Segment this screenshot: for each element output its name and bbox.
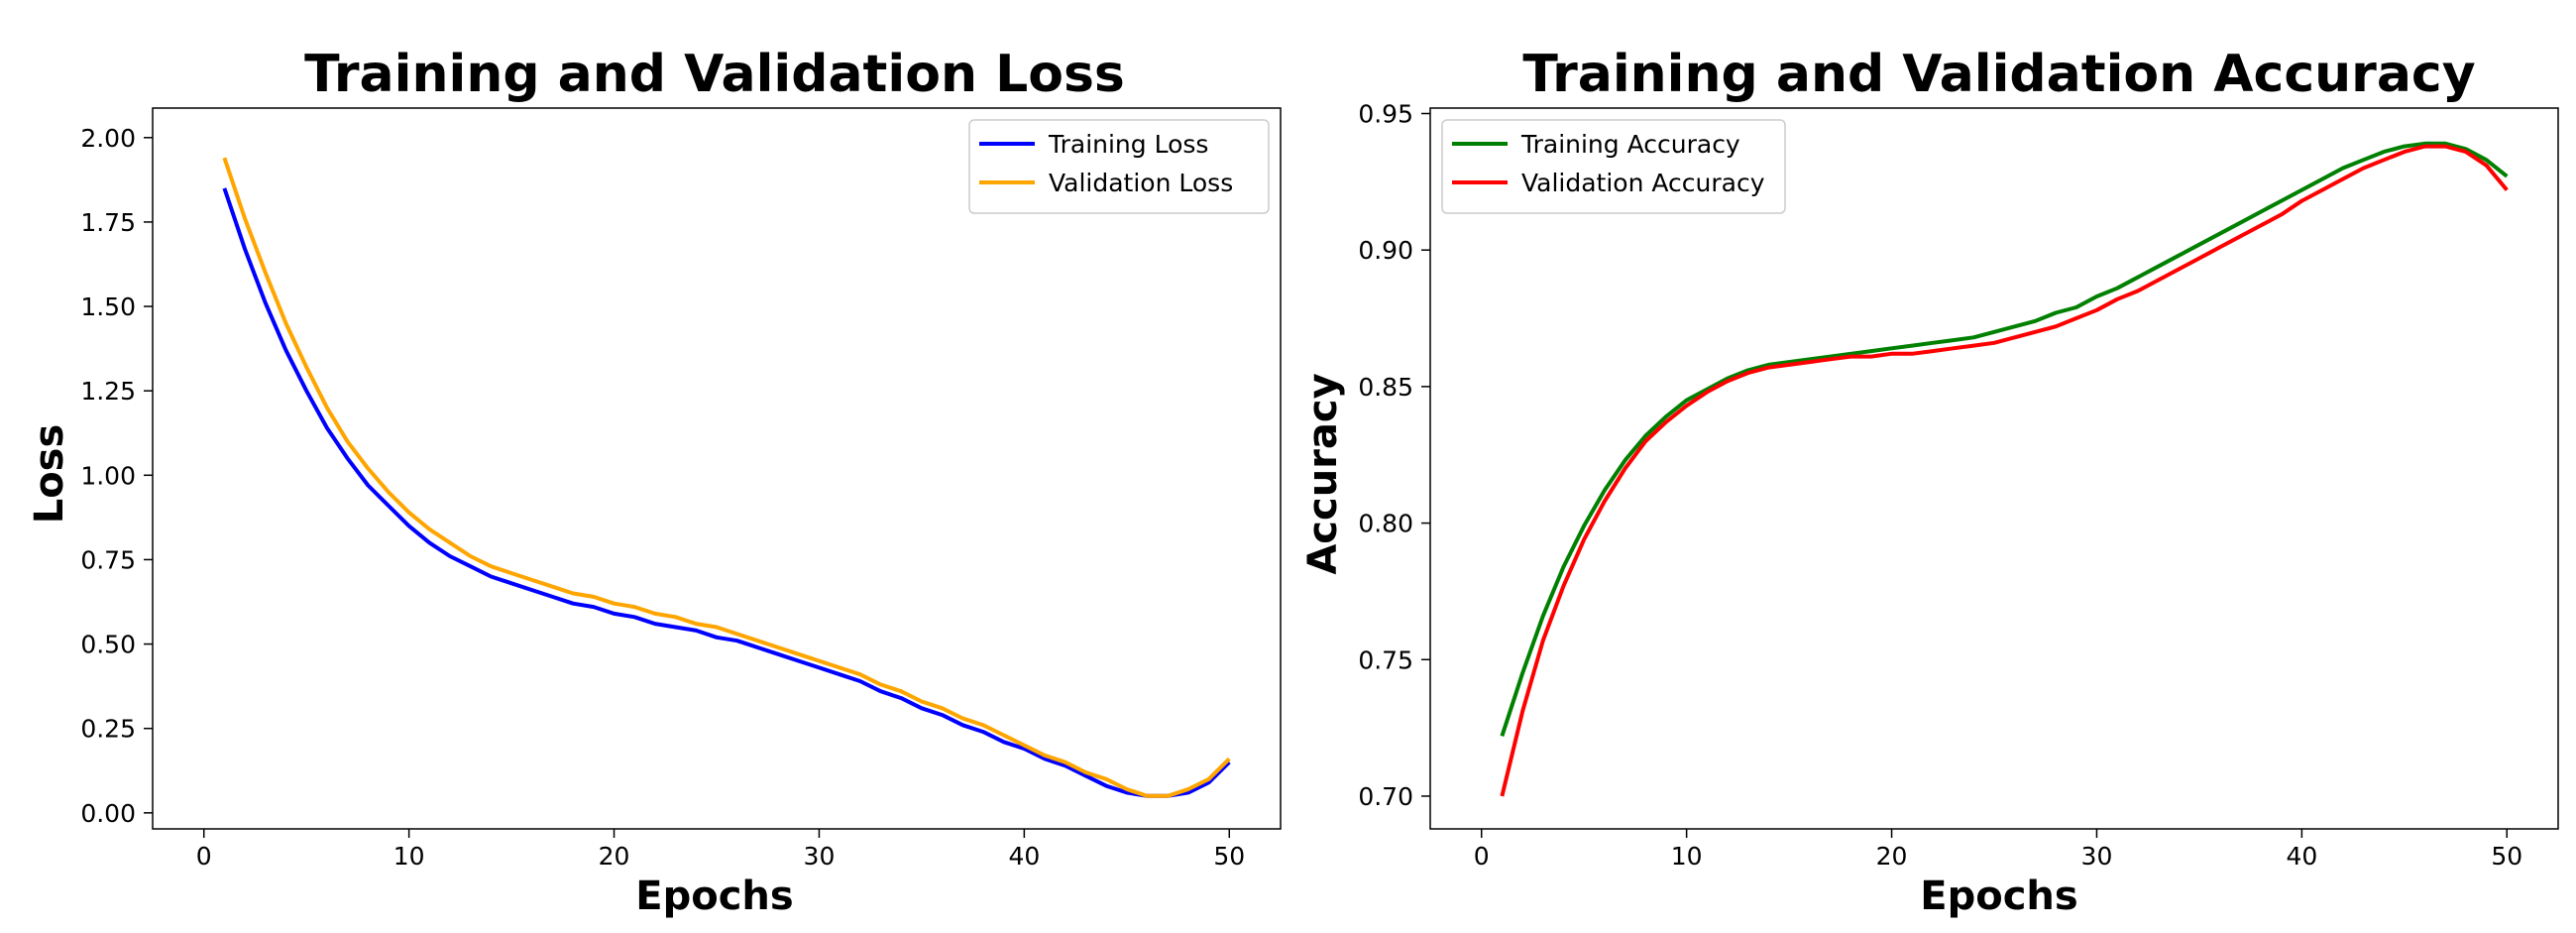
loss-chart-xtick-label: 0 <box>196 842 212 871</box>
accuracy-chart-ylabel: Accuracy <box>1300 373 1346 574</box>
loss-chart-title: Training and Validation Loss <box>304 45 1125 104</box>
accuracy-chart-ticks: 0 10 20 30 40 50 0.70 0.75 0.80 0.85 0.90 0.95 <box>1358 100 2522 871</box>
accuracy-chart-series-validation-accuracy-line <box>1500 144 2509 797</box>
accuracy-chart-lines <box>1500 141 2509 797</box>
accuracy-chart: Training and Validation Accuracy Epochs … <box>1300 45 2559 919</box>
accuracy-chart-legend-box <box>1441 119 1786 214</box>
accuracy-chart-title: Training and Validation Accuracy <box>1522 45 2475 104</box>
loss-chart-xtick-label: 40 <box>1008 842 1040 871</box>
loss-chart-series-training-loss-line <box>222 187 1231 798</box>
accuracy-chart-ytick-label: 0.90 <box>1358 236 1413 265</box>
loss-chart-ytick-label: 0.50 <box>80 631 136 659</box>
loss-chart-xtick-label: 20 <box>599 842 630 871</box>
loss-chart-ytick-label: 1.00 <box>80 461 136 490</box>
loss-chart-xtick-label: 50 <box>1213 842 1245 871</box>
accuracy-chart-xtick-label: 40 <box>2286 842 2317 871</box>
loss-chart-ytick-label: 2.00 <box>80 124 136 153</box>
accuracy-chart-ytick-label: 0.85 <box>1358 373 1413 402</box>
loss-chart-xlabel: Epochs <box>635 874 793 919</box>
accuracy-chart-xtick-label: 20 <box>1876 842 1908 871</box>
accuracy-chart-xtick-label: 0 <box>1474 842 1490 871</box>
accuracy-chart-plot-frame <box>1429 107 2559 830</box>
loss-chart-ticks: 0 10 20 30 40 50 0.00 0.25 0.50 0.75 1.00 1.25 1.50 1… <box>80 124 1245 871</box>
accuracy-chart-ytick-label: 0.80 <box>1358 510 1413 538</box>
accuracy-chart-legend-label-validation-accuracy: Validation Accuracy <box>1521 169 1765 197</box>
loss-chart-ytick-label: 1.75 <box>80 208 136 237</box>
accuracy-chart-xtick-label: 50 <box>2491 842 2522 871</box>
loss-chart-plot-frame <box>152 107 1282 830</box>
accuracy-chart-legend-label-training-accuracy: Training Accuracy <box>1520 130 1740 159</box>
loss-chart-ytick-label: 1.25 <box>80 377 136 406</box>
accuracy-chart-xtick-label: 30 <box>2081 842 2113 871</box>
loss-chart-series-validation-loss-line <box>222 157 1231 798</box>
loss-chart-xtick-label: 10 <box>393 842 425 871</box>
loss-chart-ytick-label: 0.75 <box>80 545 136 574</box>
loss-chart-legend: Training Loss Validation Loss <box>968 119 1270 214</box>
loss-chart-ytick-label: 0.25 <box>80 715 136 744</box>
accuracy-chart-ytick-label: 0.75 <box>1358 645 1413 674</box>
loss-chart-ytick-label: 1.50 <box>80 292 136 321</box>
loss-chart-ytick-label: 0.00 <box>80 799 136 828</box>
loss-chart-ylabel: Loss <box>27 424 72 525</box>
accuracy-chart-xlabel: Epochs <box>1920 874 2077 919</box>
accuracy-chart-ytick-label: 0.95 <box>1358 100 1413 129</box>
loss-chart-lines <box>222 157 1231 798</box>
accuracy-chart-series-training-accuracy-line <box>1500 141 2509 738</box>
loss-chart-legend-label-training-loss: Training Loss <box>1048 130 1208 159</box>
accuracy-chart-ytick-label: 0.70 <box>1358 782 1413 811</box>
loss-chart-legend-box <box>968 119 1270 214</box>
loss-chart: Training and Validation Loss Epochs Loss… <box>27 45 1282 919</box>
loss-chart-legend-label-validation-loss: Validation Loss <box>1049 169 1233 197</box>
accuracy-chart-legend: Training Accuracy Validation Accuracy <box>1441 119 1786 214</box>
loss-chart-xtick-label: 30 <box>804 842 836 871</box>
accuracy-chart-xtick-label: 10 <box>1671 842 1703 871</box>
